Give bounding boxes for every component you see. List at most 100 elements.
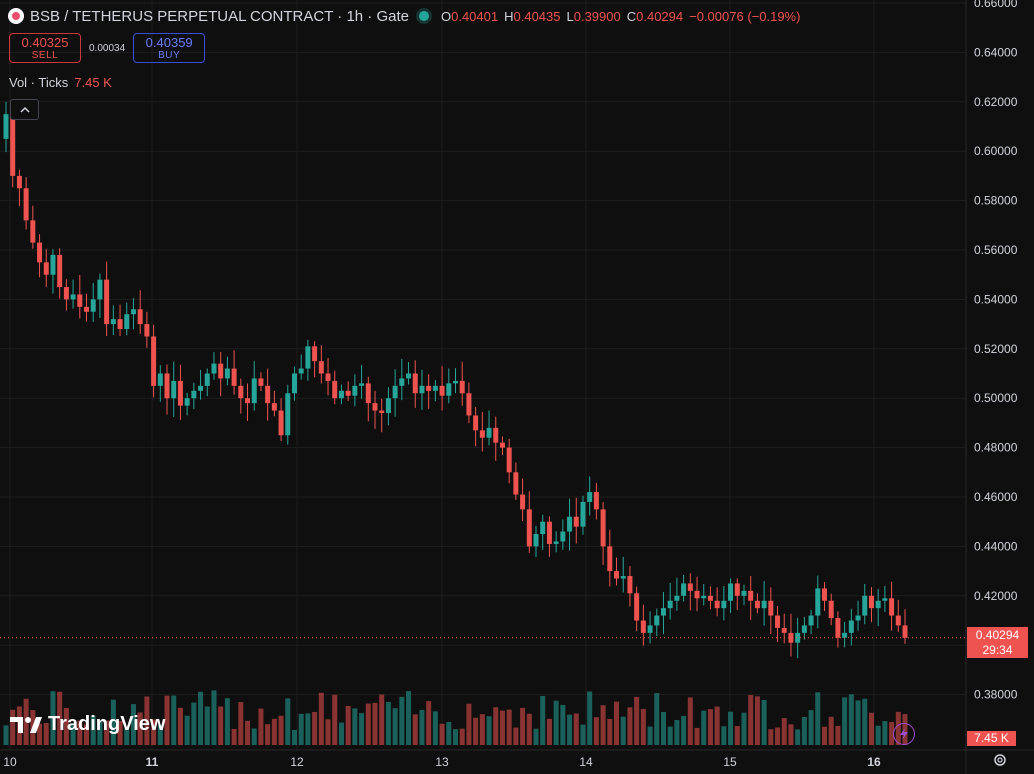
volume-bar xyxy=(560,704,566,745)
high-label: H xyxy=(504,8,514,24)
candle-body xyxy=(191,390,197,399)
volume-bar xyxy=(204,706,210,745)
volume-bar xyxy=(889,721,895,745)
volume-bar xyxy=(3,725,9,745)
candle-body xyxy=(828,600,834,619)
volume-bar xyxy=(640,708,646,745)
candle-body xyxy=(338,390,344,399)
candle-body xyxy=(842,632,848,638)
volume-bar xyxy=(466,703,472,745)
sell-button[interactable]: 0.40325 SELL xyxy=(9,33,81,63)
candle-body xyxy=(593,492,599,510)
volume-bar xyxy=(580,724,586,745)
volume-bar xyxy=(546,718,552,745)
candle-body xyxy=(23,188,29,221)
volume-bar xyxy=(687,697,693,745)
price-scale-label: 0.58000 xyxy=(974,194,1018,208)
candle-body xyxy=(224,368,230,379)
volume-bar xyxy=(419,709,425,745)
candle-body xyxy=(701,595,707,599)
tradingview-logo[interactable]: TradingView xyxy=(10,713,165,736)
collapse-legend-button[interactable] xyxy=(10,99,39,120)
volume-bar xyxy=(453,729,458,745)
candle-body xyxy=(627,576,633,594)
volume-tag: 7.45 K xyxy=(967,731,1016,746)
candle-body xyxy=(707,595,713,601)
candle-body xyxy=(754,600,760,609)
candle-body xyxy=(352,385,358,396)
live-dot-icon xyxy=(418,11,429,21)
volume-bar xyxy=(238,702,244,745)
candle-body xyxy=(285,393,291,436)
candle-body xyxy=(84,306,90,312)
candle-body xyxy=(687,583,693,591)
gear-icon[interactable] xyxy=(992,752,1008,768)
candle-body xyxy=(298,368,304,374)
candle-body xyxy=(291,373,297,394)
volume-bar xyxy=(748,695,754,745)
candle-body xyxy=(439,385,445,396)
candle-body xyxy=(553,541,559,544)
volume-bar xyxy=(821,726,827,745)
symbol-title[interactable]: BSB / TETHERUS PERPETUAL CONTRACT · 1h ·… xyxy=(30,7,409,25)
candle-body xyxy=(177,380,183,406)
volume-bar xyxy=(728,711,734,745)
candle-body xyxy=(895,615,901,626)
candle-body xyxy=(761,600,767,609)
candle-body xyxy=(681,583,687,596)
volume-bar xyxy=(707,709,713,745)
candle-body xyxy=(801,625,807,633)
candle-body xyxy=(848,620,854,633)
volume-bar xyxy=(211,690,217,745)
candle-body xyxy=(265,385,271,404)
volume-bar xyxy=(318,692,324,745)
volume-bar xyxy=(352,708,358,745)
volume-bar xyxy=(50,691,56,745)
volume-bar xyxy=(291,729,297,745)
candle-body xyxy=(90,299,96,312)
volume-bar xyxy=(338,722,344,745)
candle-body xyxy=(251,378,257,404)
candle-body xyxy=(151,336,157,386)
volume-bar xyxy=(439,723,445,745)
candle-body xyxy=(459,380,465,394)
tradingview-logo-icon xyxy=(10,716,42,733)
candle-body xyxy=(660,608,666,616)
candle-body xyxy=(647,625,653,633)
candle-body xyxy=(426,385,432,391)
candle-body xyxy=(130,309,136,315)
volume-bar xyxy=(77,720,83,745)
price-scale-label: 0.52000 xyxy=(974,342,1018,356)
symbol-logo-icon xyxy=(8,8,24,24)
volume-bar xyxy=(312,711,318,745)
candle-body xyxy=(392,385,398,399)
volume-bar xyxy=(305,713,311,745)
candle-body xyxy=(499,442,505,448)
volume-bar xyxy=(379,694,385,745)
volume-bar xyxy=(734,726,740,745)
candle-body xyxy=(305,346,311,369)
candle-body xyxy=(721,600,727,609)
candle-body xyxy=(734,583,740,596)
volume-bar xyxy=(23,698,29,745)
ohlc-values: O0.40401 H0.40435 L0.39900 C0.40294 −0.0… xyxy=(441,9,800,24)
candle-body xyxy=(204,373,210,386)
candle-body xyxy=(573,516,579,527)
volume-bar xyxy=(573,713,579,745)
flash-button[interactable] xyxy=(893,723,915,745)
candle-body xyxy=(419,385,425,394)
candle-body xyxy=(16,175,22,189)
volume-bar xyxy=(875,725,881,745)
volume-bar xyxy=(251,728,257,745)
volume-bar xyxy=(654,693,660,745)
time-scale-label: 10 xyxy=(3,755,17,769)
candle-body xyxy=(57,254,63,288)
price-scale-label: 0.42000 xyxy=(974,589,1018,603)
volume-bar xyxy=(506,709,512,745)
candle-body xyxy=(560,531,566,542)
candle-body xyxy=(533,534,539,547)
candle-body xyxy=(580,501,586,527)
volume-bar xyxy=(647,726,653,745)
buy-button[interactable]: 0.40359 BUY xyxy=(133,33,206,63)
